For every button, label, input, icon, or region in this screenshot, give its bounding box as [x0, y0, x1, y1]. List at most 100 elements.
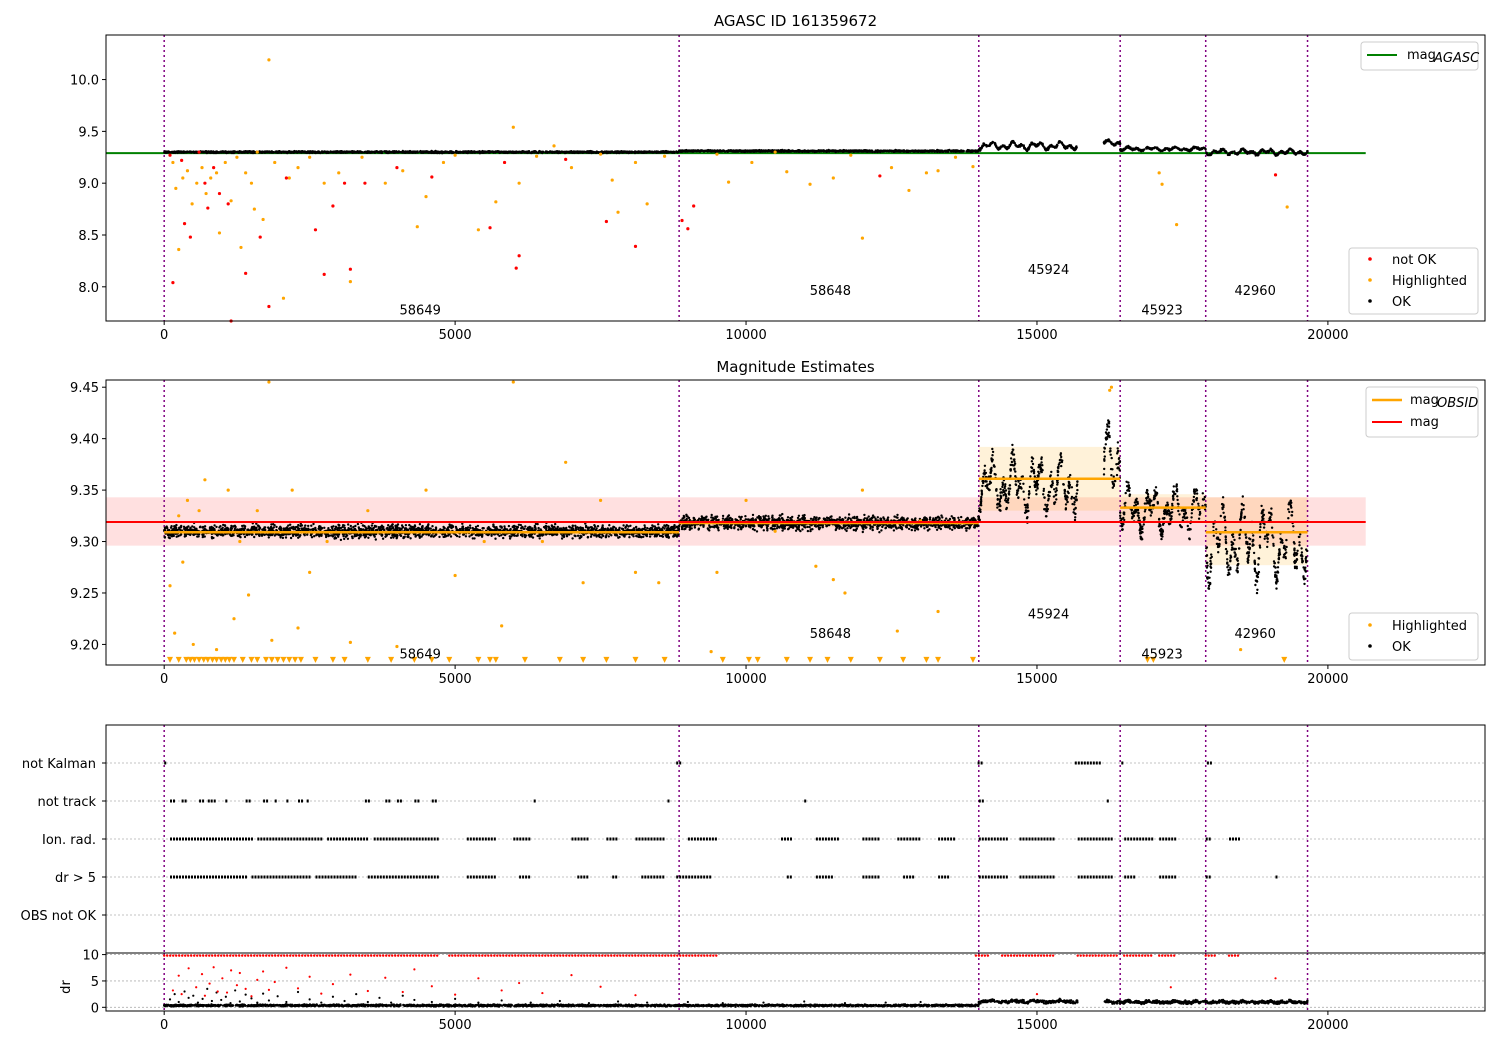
ok-point — [334, 150, 337, 153]
highlighted-point — [177, 247, 181, 252]
ok-point — [242, 151, 245, 154]
not-ok-point — [284, 176, 288, 180]
ok-point — [777, 149, 780, 152]
highlighted-point — [569, 166, 574, 170]
ok-point — [1013, 142, 1016, 145]
ok-point — [780, 150, 783, 153]
ok-point — [874, 150, 877, 154]
ok-point — [409, 537, 412, 540]
ok-point — [571, 151, 574, 154]
ok-point — [820, 149, 823, 153]
highlighted-point — [185, 169, 190, 173]
ok-point — [458, 535, 461, 538]
ok-point — [982, 142, 986, 145]
ok-point — [1271, 150, 1274, 153]
ok-point — [349, 524, 352, 528]
ok-point — [539, 150, 542, 153]
ok-point — [323, 526, 326, 529]
ok-point — [541, 150, 545, 154]
ok-point — [1190, 148, 1193, 151]
ok-point — [347, 523, 350, 526]
ok-point — [990, 141, 994, 145]
ok-point — [639, 151, 643, 154]
highlighted-point — [534, 154, 539, 158]
ok-point — [980, 147, 983, 150]
not-ok-point — [517, 254, 521, 258]
legend-label: Highlighted — [1392, 274, 1467, 289]
ok-point — [847, 149, 851, 153]
ok-point — [363, 151, 366, 154]
ok-point — [1111, 143, 1115, 146]
ok-point — [1166, 147, 1170, 151]
ok-point — [700, 149, 704, 152]
ok-point — [1158, 148, 1161, 151]
highlighted-point — [773, 150, 777, 154]
ok-point — [449, 535, 453, 538]
ok-point — [1298, 149, 1302, 153]
ok-point — [308, 151, 311, 155]
highlighted-point — [511, 125, 515, 129]
ok-point — [563, 151, 566, 154]
legend-marker — [1368, 257, 1372, 261]
x-tick-label: 0 — [160, 328, 168, 343]
ok-point — [636, 151, 640, 154]
ok-point — [368, 151, 371, 154]
ok-point — [436, 151, 439, 154]
ok-point — [1284, 151, 1287, 154]
ok-point — [580, 150, 583, 154]
highlighted-point — [953, 155, 958, 159]
ok-point — [969, 149, 972, 152]
ok-point — [612, 151, 616, 154]
ok-point — [1062, 145, 1066, 149]
ok-point — [722, 149, 725, 152]
ok-point — [747, 150, 750, 153]
ok-point — [474, 151, 477, 154]
ok-point — [1001, 144, 1004, 147]
ok-point — [1222, 148, 1225, 151]
ok-point — [666, 150, 670, 153]
ok-point — [947, 149, 950, 152]
ok-point — [762, 149, 765, 152]
obsid-label: 45923 — [1141, 304, 1182, 319]
ok-point — [726, 149, 729, 153]
obsid-label: 58648 — [810, 284, 851, 299]
legend-label: not OK — [1392, 253, 1437, 268]
ok-point — [887, 149, 890, 153]
ok-point — [347, 150, 351, 154]
ok-point — [1251, 151, 1254, 154]
ok-point — [1175, 146, 1178, 149]
x-tick-label: 5000 — [439, 328, 472, 343]
ok-point — [310, 524, 313, 527]
highlighted-point — [273, 160, 277, 165]
ok-point — [1236, 153, 1239, 156]
ok-point — [708, 149, 712, 153]
ok-point — [676, 151, 679, 154]
ok-point — [1116, 141, 1119, 144]
ok-point — [879, 150, 882, 154]
ok-point — [307, 524, 310, 528]
not-ok-point — [502, 160, 507, 165]
highlighted-point — [195, 181, 199, 185]
ok-point — [615, 150, 618, 153]
ok-point — [1132, 148, 1136, 151]
highlighted-point — [181, 176, 185, 180]
ok-point — [1075, 145, 1078, 149]
ok-point — [864, 149, 867, 152]
ok-point — [1148, 147, 1152, 150]
ok-point — [883, 150, 886, 153]
highlighted-point — [267, 58, 271, 62]
highlighted-point — [726, 180, 731, 184]
ok-point — [754, 149, 758, 152]
highlighted-point — [662, 154, 667, 158]
agasc-magnitude-panel: AGASC ID 1613596725864958648459244592342… — [70, 12, 1486, 343]
ok-point — [182, 151, 186, 154]
ok-point — [938, 150, 941, 154]
ok-point — [522, 150, 525, 153]
ok-point — [489, 150, 492, 153]
ok-point — [1306, 151, 1309, 154]
ok-point — [464, 535, 468, 538]
ok-point — [546, 151, 549, 154]
ok-point — [412, 150, 415, 153]
ok-point — [935, 149, 939, 152]
ok-point — [515, 150, 518, 153]
